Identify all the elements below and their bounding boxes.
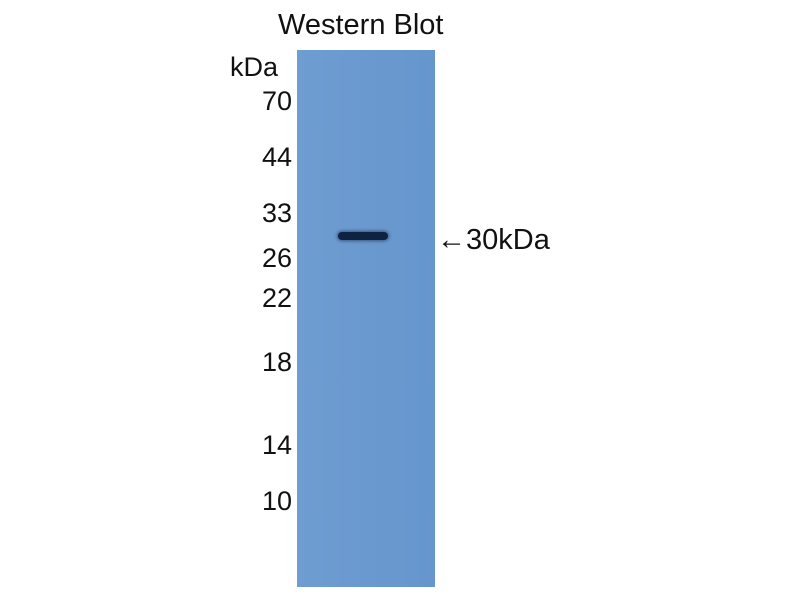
marker-label: 14	[261, 430, 292, 460]
blot-membrane	[297, 50, 435, 587]
marker-label: 33	[261, 198, 292, 228]
band-size-label: ←30kDa	[437, 224, 550, 256]
unit-label: kDa	[230, 52, 279, 82]
marker-label: 22	[261, 283, 292, 313]
figure-title: Western Blot	[278, 9, 444, 41]
marker-label: 18	[261, 347, 292, 377]
marker-label: 10	[261, 486, 292, 516]
marker-label: 70	[261, 86, 292, 116]
marker-label: 26	[261, 243, 292, 273]
protein-band	[338, 232, 388, 240]
marker-label: 44	[261, 142, 292, 172]
